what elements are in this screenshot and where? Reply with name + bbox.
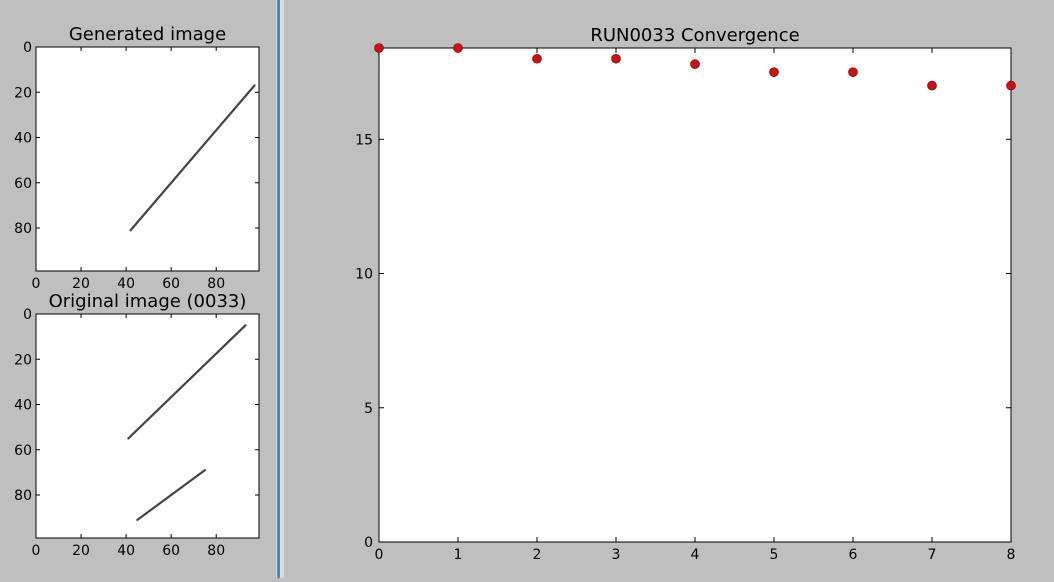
data-point bbox=[374, 43, 384, 53]
x-tick-label: 4 bbox=[691, 547, 700, 563]
generated-image-title: Generated image bbox=[69, 24, 226, 45]
data-point bbox=[1006, 80, 1016, 91]
original-image-x-tick-label: 40 bbox=[117, 543, 135, 559]
generated-image-x-tick-label: 20 bbox=[72, 276, 90, 292]
generated-image-x-tick-label: 60 bbox=[162, 276, 180, 292]
original-image-y-tick-label: 40 bbox=[14, 398, 32, 414]
generated-image-y-tick-label: 80 bbox=[14, 221, 32, 237]
x-tick-label: 1 bbox=[454, 547, 463, 563]
y-tick-label: 15 bbox=[355, 132, 373, 148]
data-point bbox=[769, 67, 779, 77]
original-image-stroke bbox=[136, 469, 207, 521]
x-tick-label: 0 bbox=[375, 547, 384, 563]
original-image-x-tick-label: 0 bbox=[32, 543, 41, 559]
data-point bbox=[453, 43, 463, 53]
generated-image-x-tick-label: 80 bbox=[207, 276, 225, 292]
original-image-x-tick-label: 60 bbox=[162, 543, 180, 559]
data-point bbox=[690, 59, 700, 69]
data-point bbox=[848, 67, 858, 77]
original-image-title: Original image (0033) bbox=[49, 291, 247, 312]
original-image-stroke bbox=[127, 324, 247, 440]
data-point bbox=[532, 53, 542, 64]
x-tick-label: 2 bbox=[533, 547, 542, 563]
y-tick-label: 0 bbox=[364, 535, 373, 551]
generated-image-stroke bbox=[129, 84, 256, 232]
left-pane: Generated image 0 20 40 60 80 0 20 40 60 80 Origina… bbox=[0, 0, 276, 578]
y-tick-label: 5 bbox=[364, 401, 373, 417]
x-tick-label: 7 bbox=[928, 547, 937, 563]
x-tick-label: 6 bbox=[849, 547, 858, 563]
generated-image-x-tick-label: 0 bbox=[32, 276, 41, 292]
data-point bbox=[611, 53, 621, 64]
original-image-frame bbox=[35, 313, 260, 539]
convergence-figure: RUN0033 Convergence 0 1 2 3 4 5 6 7 8 0 5 10 15 bbox=[355, 25, 1016, 563]
chart-title: RUN0033 Convergence bbox=[590, 25, 799, 46]
plot-area bbox=[378, 47, 1012, 543]
y-tick-label: 10 bbox=[355, 267, 373, 283]
x-tick-label: 3 bbox=[612, 547, 621, 563]
generated-image-y-tick-label: 40 bbox=[14, 131, 32, 147]
original-image-panel: Original image (0033) 0 20 40 60 80 0 20 40 60 80 bbox=[14, 291, 260, 559]
generated-image-y-tick-label: 60 bbox=[14, 176, 32, 192]
pane-splitter[interactable] bbox=[276, 0, 284, 578]
original-image-y-tick-label: 20 bbox=[14, 352, 32, 368]
right-pane: RUN0033 Convergence 0 1 2 3 4 5 6 7 8 0 5 10 15 bbox=[284, 0, 1054, 578]
generated-image-y-tick-label: 20 bbox=[14, 85, 32, 101]
x-tick-label: 5 bbox=[770, 547, 779, 563]
original-image-x-tick-label: 80 bbox=[207, 543, 225, 559]
generated-image-panel: Generated image 0 20 40 60 80 0 20 40 60 80 bbox=[14, 24, 260, 292]
original-image-y-tick-label: 0 bbox=[23, 307, 32, 323]
generated-image-frame bbox=[35, 46, 260, 272]
x-tick-label: 8 bbox=[1007, 547, 1016, 563]
original-image-x-tick-label: 20 bbox=[72, 543, 90, 559]
original-image-y-tick-label: 80 bbox=[14, 488, 32, 504]
data-point bbox=[927, 80, 937, 91]
original-image-y-tick-label: 60 bbox=[14, 443, 32, 459]
generated-image-x-tick-label: 40 bbox=[117, 276, 135, 292]
generated-image-y-tick-label: 0 bbox=[23, 40, 32, 56]
splitter-line bbox=[277, 0, 280, 578]
